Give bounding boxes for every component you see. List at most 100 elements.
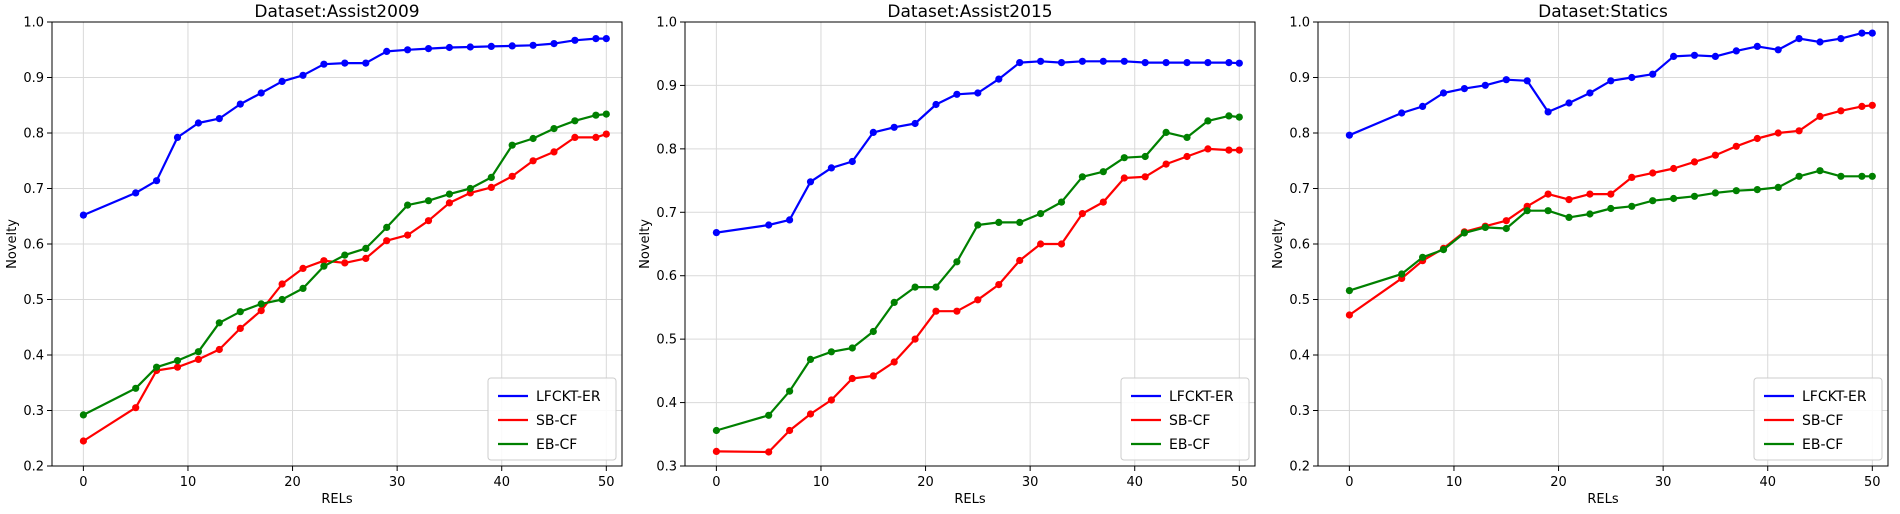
y-tick-label: 1.0	[23, 16, 44, 31]
data-point-eb-cf	[1016, 218, 1024, 226]
data-point-sb-cf	[79, 437, 87, 445]
data-point-sb-cf	[869, 372, 877, 380]
data-point-eb-cf	[869, 327, 877, 336]
data-point-lfckt-er	[1078, 57, 1086, 65]
y-tick-label: 0.7	[656, 206, 677, 221]
data-point-sb-cf	[1345, 311, 1353, 319]
legend-box	[487, 377, 617, 461]
data-point-eb-cf	[1057, 198, 1066, 206]
y-tick-label: 0.8	[1289, 127, 1310, 142]
data-point-sb-cf	[890, 358, 898, 366]
y-tick-label: 0.8	[23, 127, 44, 142]
y-tick-label: 0.6	[1289, 238, 1310, 253]
data-point-sb-cf	[529, 157, 537, 165]
data-point-lfckt-er	[1162, 59, 1170, 67]
data-point-eb-cf	[1711, 189, 1719, 197]
data-point-lfckt-er	[508, 42, 516, 50]
data-point-eb-cf	[550, 125, 558, 133]
data-point-lfckt-er	[278, 77, 286, 85]
data-point-lfckt-er	[299, 71, 307, 79]
data-point-lfckt-er	[404, 46, 412, 54]
data-point-eb-cf	[1837, 172, 1845, 180]
data-point-eb-cf	[1439, 246, 1448, 254]
data-point-lfckt-er	[1586, 89, 1594, 97]
series-eb-cf	[712, 112, 1243, 435]
x-tick-label: 50	[1864, 475, 1881, 490]
data-point-sb-cf	[1607, 190, 1615, 198]
x-tick-label: 0	[1345, 475, 1353, 490]
data-point-eb-cf	[1078, 173, 1086, 181]
y-tick-label: 0.2	[1289, 460, 1310, 475]
data-point-sb-cf	[550, 148, 558, 156]
data-point-eb-cf	[1345, 287, 1353, 295]
data-point-sb-cf	[1057, 240, 1066, 248]
x-tick-label: 0	[712, 475, 720, 490]
data-point-lfckt-er	[1037, 57, 1045, 65]
data-point-sb-cf	[1795, 127, 1803, 135]
data-point-sb-cf	[1628, 173, 1636, 181]
x-tick-label: 50	[598, 475, 615, 490]
y-axis-label: Novelty	[1271, 219, 1286, 269]
data-point-lfckt-er	[974, 89, 982, 97]
data-point-sb-cf	[1649, 169, 1657, 177]
data-point-eb-cf	[592, 111, 600, 119]
data-point-lfckt-er	[932, 100, 940, 109]
y-tick-label: 0.9	[23, 71, 44, 86]
data-point-eb-cf	[173, 357, 182, 365]
data-point-lfckt-er	[712, 229, 720, 237]
y-tick-label: 0.6	[23, 238, 44, 253]
data-point-eb-cf	[765, 411, 773, 419]
data-point-lfckt-er	[529, 41, 537, 49]
data-point-lfckt-er	[995, 75, 1003, 83]
legend: LFCKT-ER SB-CF EB-CF	[487, 377, 617, 461]
data-point-lfckt-er	[1481, 81, 1489, 89]
series-lfckt-er	[712, 57, 1243, 237]
data-point-eb-cf	[1183, 133, 1191, 141]
y-tick-label: 0.3	[656, 460, 677, 475]
data-point-eb-cf	[194, 348, 202, 356]
data-point-lfckt-er	[1460, 85, 1468, 93]
data-point-lfckt-er	[173, 133, 182, 141]
data-point-eb-cf	[1774, 183, 1782, 191]
data-point-sb-cf	[1502, 217, 1510, 225]
data-point-sb-cf	[1120, 174, 1128, 182]
legend-label-eb-cf: EB-CF	[1802, 437, 1843, 453]
plot-frame	[684, 21, 1256, 467]
y-tick-label: 0.4	[656, 396, 677, 411]
y-tick-label: 1.0	[1289, 16, 1310, 31]
data-point-eb-cf	[995, 218, 1003, 226]
chart-panel-statics: 0 10 20 30 40 50 0.2 0.3 0.4 0.5 0.6 0.7 0.8 0.9 1.0 Da…	[1266, 0, 1899, 514]
data-point-eb-cf	[1816, 167, 1824, 175]
data-point-eb-cf	[215, 319, 223, 327]
data-point-sb-cf	[786, 426, 794, 435]
data-point-eb-cf	[1037, 210, 1045, 218]
data-point-lfckt-er	[257, 89, 265, 97]
data-point-sb-cf	[362, 254, 370, 262]
data-point-lfckt-er	[466, 43, 474, 51]
data-point-sb-cf	[1141, 173, 1149, 181]
data-point-eb-cf	[1419, 253, 1427, 261]
data-point-sb-cf	[1016, 256, 1024, 265]
data-point-eb-cf	[1628, 202, 1636, 210]
data-point-sb-cf	[1670, 164, 1678, 173]
data-point-lfckt-er	[215, 115, 223, 123]
y-tick-label: 0.8	[656, 142, 677, 157]
data-point-eb-cf	[1858, 172, 1866, 180]
x-tick-label: 30	[1655, 475, 1672, 490]
data-point-lfckt-er	[153, 177, 161, 185]
chart-assist2015: 0 10 20 30 40 50 0.3 0.4 0.5 0.6 0.7 0.8 0.9 1.0 Datas…	[638, 2, 1256, 507]
legend-label-sb-cf: SB-CF	[1169, 413, 1210, 429]
data-point-lfckt-er	[1795, 35, 1803, 43]
data-point-lfckt-er	[765, 221, 773, 229]
data-point-eb-cf	[1398, 270, 1406, 278]
data-point-lfckt-er	[1690, 51, 1699, 59]
y-tick-label: 0.4	[23, 349, 44, 364]
data-point-sb-cf	[424, 217, 433, 225]
data-point-lfckt-er	[1628, 73, 1636, 82]
legend-label-sb-cf: SB-CF	[1802, 413, 1843, 429]
x-tick-label: 20	[1550, 475, 1567, 490]
data-point-sb-cf	[383, 237, 391, 245]
data-point-eb-cf	[1225, 112, 1233, 120]
data-point-eb-cf	[974, 221, 982, 229]
